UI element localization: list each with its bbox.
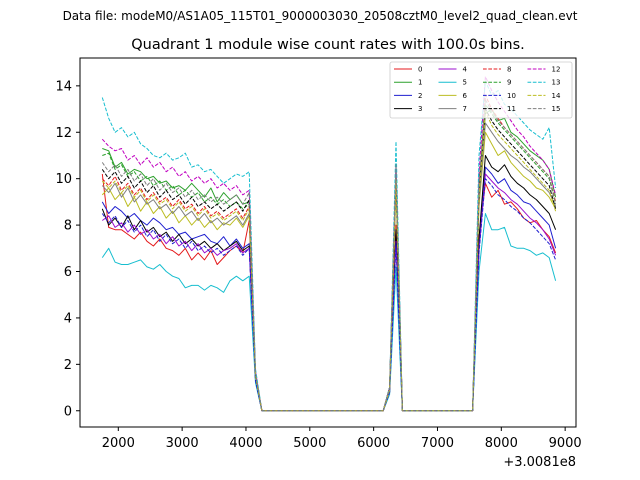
legend-box	[389, 61, 573, 119]
series-layer	[101, 76, 557, 412]
legend-label-14: 14	[552, 92, 561, 100]
x-tick-label: 3000	[166, 436, 199, 451]
legend-label-8: 8	[507, 66, 511, 74]
chart-title: Quadrant 1 module wise count rates with …	[131, 37, 525, 53]
x-tick-label: 8000	[485, 436, 518, 451]
x-tick-label: 2000	[102, 436, 135, 451]
legend-label-7: 7	[463, 105, 467, 113]
legend-label-3: 3	[418, 105, 422, 113]
axes-frame	[79, 57, 577, 428]
series-15-line	[101, 99, 557, 412]
legend-label-1: 1	[418, 79, 422, 87]
y-tick-label: 4	[64, 311, 72, 326]
x-tick-label: 4000	[229, 436, 262, 451]
legend-label-9: 9	[507, 79, 511, 87]
y-tick-label: 10	[55, 172, 72, 187]
y-tick-label: 14	[55, 79, 72, 94]
x-tick-label: 6000	[357, 436, 390, 451]
legend-label-5: 5	[463, 79, 467, 87]
chart-suptitle: Data file: modeM0/AS1A05_115T01_90000030…	[63, 9, 578, 23]
x-offset-label: +3.0081e8	[503, 455, 576, 470]
x-tick-label: 5000	[293, 436, 326, 451]
series-9-line	[102, 103, 557, 412]
y-tick-label: 12	[55, 126, 72, 141]
x-tick-label: 9000	[549, 436, 582, 451]
y-tick-label: 0	[64, 404, 72, 419]
y-tick-label: 8	[64, 219, 72, 234]
legend-label-4: 4	[463, 66, 468, 74]
legend-label-10: 10	[507, 92, 516, 100]
series-14-line	[101, 110, 557, 412]
legend-label-12: 12	[552, 66, 561, 74]
legend-label-2: 2	[418, 92, 422, 100]
x-tick-label: 7000	[421, 436, 454, 451]
legend-label-15: 15	[552, 105, 561, 113]
axes-layer: 2000 3000 4000 5000 6000 7000 8000 900002468101…	[55, 57, 582, 451]
legend-label-6: 6	[463, 92, 468, 100]
legend-label-11: 11	[507, 105, 516, 113]
y-tick-label: 6	[64, 265, 72, 280]
legend-label-13: 13	[552, 79, 561, 87]
legend-label-0: 0	[418, 66, 422, 74]
y-tick-label: 2	[64, 358, 72, 373]
